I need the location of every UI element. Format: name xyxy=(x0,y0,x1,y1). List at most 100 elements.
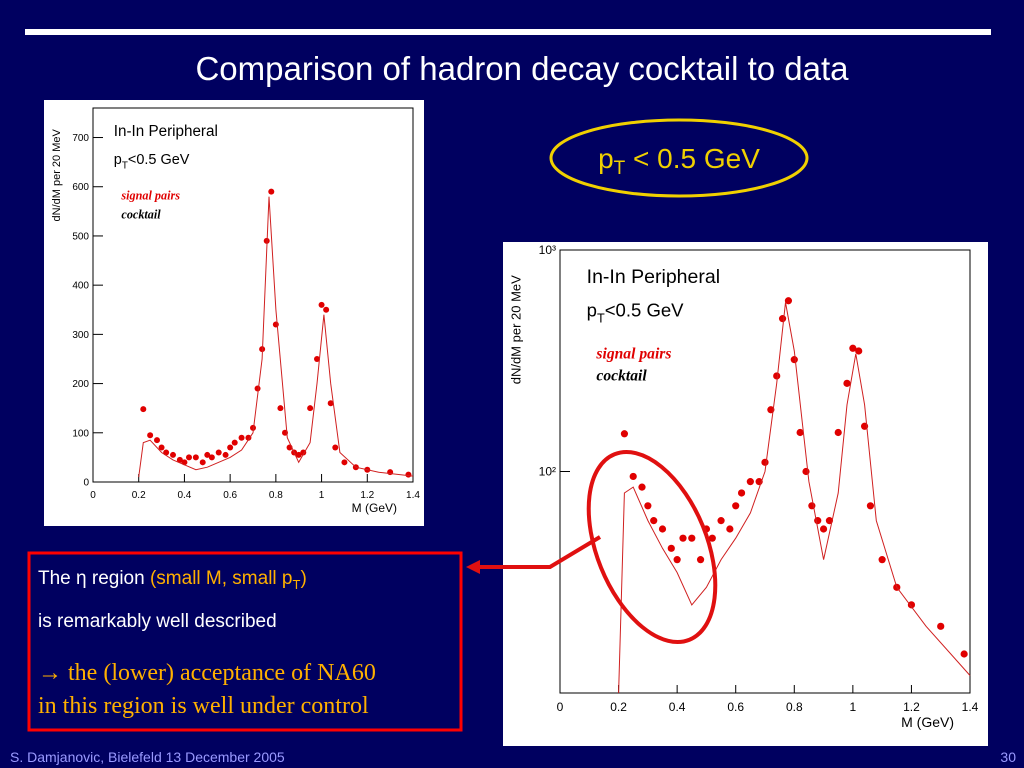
note-line: → the (lower) acceptance of NA60 xyxy=(38,660,376,686)
data-point xyxy=(238,434,245,441)
x-tick-label: 0.6 xyxy=(727,700,744,714)
note-sub: T xyxy=(292,577,300,592)
data-point xyxy=(796,428,804,437)
arrow-head xyxy=(466,560,480,574)
data-point xyxy=(650,517,658,525)
y-axis-label: dN/dM per 20 MeV xyxy=(51,129,63,222)
data-point xyxy=(667,544,675,552)
annotation-sub: T xyxy=(122,161,128,172)
chart-panel xyxy=(44,100,424,526)
y-tick-label: 0 xyxy=(83,478,89,489)
note-box xyxy=(27,551,463,732)
callout-rest: < 0.5 GeV xyxy=(625,143,760,174)
data-point xyxy=(960,650,968,658)
data-point xyxy=(679,534,687,542)
annotation: In-In Peripheral xyxy=(587,266,720,288)
x-tick-label: 1.2 xyxy=(903,700,920,714)
data-point xyxy=(387,469,394,476)
data-point xyxy=(907,601,916,609)
x-tick-label: 0.8 xyxy=(269,490,283,501)
x-tick-label: 0 xyxy=(557,700,564,714)
data-point xyxy=(849,344,857,352)
note-text: The η region xyxy=(38,568,150,589)
overlay xyxy=(466,450,718,644)
data-point xyxy=(726,525,734,533)
y-tick-label: 10² xyxy=(539,465,556,479)
data-point xyxy=(314,355,320,362)
data-point xyxy=(154,437,160,444)
y-tick-label: 10³ xyxy=(539,243,556,257)
data-point xyxy=(176,456,183,463)
data-point xyxy=(843,379,851,387)
data-point xyxy=(147,432,154,439)
data-point xyxy=(855,347,863,355)
data-point xyxy=(231,439,238,446)
annotation-rest: <0.5 GeV xyxy=(128,152,190,168)
x-tick-label: 0.6 xyxy=(223,490,237,501)
x-tick-label: 1.4 xyxy=(962,700,979,714)
plot-frame xyxy=(92,107,414,483)
callout-ellipse xyxy=(549,118,809,198)
legend-entry: signal pairs xyxy=(595,346,671,363)
data-point xyxy=(268,188,275,195)
data-point xyxy=(307,405,314,412)
data-point xyxy=(327,400,334,407)
x-tick-label: 0.4 xyxy=(669,700,686,714)
data-point xyxy=(186,454,192,461)
data-point xyxy=(341,459,348,466)
x-tick-label: 1.4 xyxy=(406,490,420,501)
chart: 0 0.2 0.4 0.6 0.8 1 1.2 1.4 10² 10³ M (GeV) dN/dM p… xyxy=(508,243,978,730)
footer-text: S. Damjanovic, Bielefeld 13 December 200… xyxy=(10,749,285,765)
title-rule xyxy=(25,29,991,35)
x-tick-label: 0.2 xyxy=(610,700,627,714)
x-tick-label: 1.2 xyxy=(360,490,374,501)
y-tick-label: 100 xyxy=(72,428,89,439)
data-point xyxy=(644,502,652,510)
data-point xyxy=(199,459,206,466)
callout-text: pT < 0.5 GeV xyxy=(598,143,760,179)
y-tick-label: 700 xyxy=(72,133,89,144)
data-point xyxy=(405,471,412,478)
data-point xyxy=(784,297,793,305)
x-tick-label: 0.4 xyxy=(177,490,191,501)
connector xyxy=(478,535,602,569)
annotation-base: p xyxy=(114,152,122,168)
data-point xyxy=(254,385,261,392)
y-tick-label: 200 xyxy=(72,379,89,390)
chart-panel xyxy=(503,242,988,746)
data-point xyxy=(638,483,646,491)
data-point xyxy=(227,444,234,451)
data-point xyxy=(250,424,256,431)
annotation-rest: <0.5 GeV xyxy=(605,299,684,320)
y-axis-label: dN/dM per 20 MeV xyxy=(508,275,523,384)
x-axis-label: M (GeV) xyxy=(352,501,397,515)
y-tick-label: 400 xyxy=(72,281,89,292)
data-point xyxy=(215,449,222,456)
data-point xyxy=(658,525,667,533)
data-point xyxy=(761,458,769,466)
data-point xyxy=(272,321,279,328)
annotation-base: p xyxy=(587,299,597,320)
data-point xyxy=(629,472,637,481)
data-point xyxy=(323,306,330,313)
data-point xyxy=(866,502,875,510)
data-point xyxy=(773,372,781,380)
y-tick-label: 300 xyxy=(72,330,89,341)
note-line: The η region (small M, small pT) xyxy=(38,568,307,592)
annotation-sub: T xyxy=(597,311,605,325)
callout-sub: T xyxy=(614,158,626,179)
note-line: is remarkably well described xyxy=(38,611,277,632)
data-point xyxy=(295,451,302,458)
charts: 0 0.2 0.4 0.6 0.8 1 1.2 1.4 0 100 200 300 400 500 600 7… xyxy=(51,107,979,730)
x-tick-label: 0.2 xyxy=(132,490,146,501)
data-point xyxy=(192,454,199,461)
data-point xyxy=(737,489,746,497)
callout-base: p xyxy=(598,143,614,174)
data-point xyxy=(708,534,716,542)
annotation: In-In Peripheral xyxy=(114,123,218,140)
data-point xyxy=(696,556,705,564)
x-tick-label: 0.8 xyxy=(786,700,803,714)
y-tick-label: 500 xyxy=(72,231,89,242)
